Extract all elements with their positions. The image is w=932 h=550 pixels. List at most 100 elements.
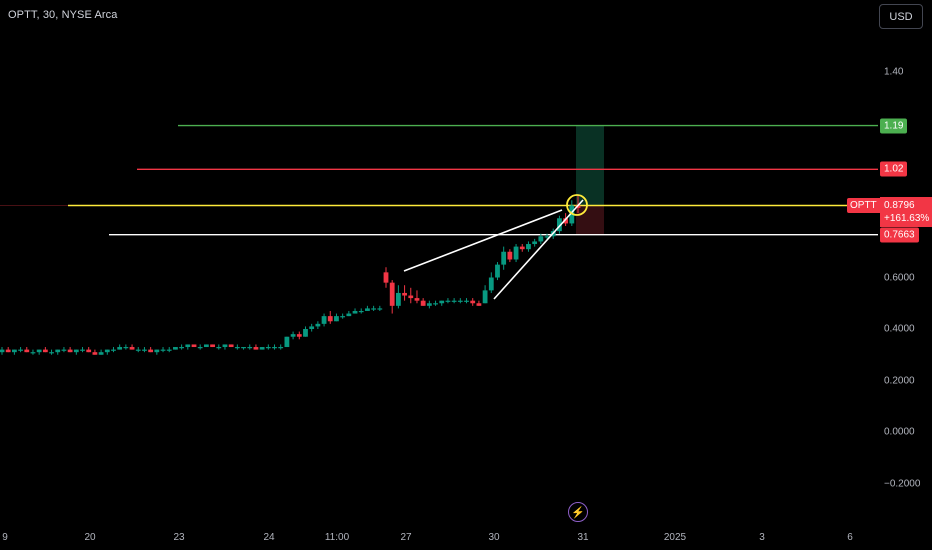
x-tick-label: 6	[847, 532, 853, 543]
candle	[0, 347, 5, 355]
candle-body	[166, 349, 172, 351]
candle	[395, 285, 401, 309]
candle	[222, 344, 228, 350]
candle	[216, 344, 222, 350]
candle-body	[197, 347, 203, 349]
x-tick-label: 27	[400, 532, 412, 543]
candle-body	[309, 326, 315, 329]
candle-body	[49, 352, 54, 354]
candle-body	[371, 308, 377, 310]
y-tick-label: 0.6000	[884, 272, 915, 283]
candle-body	[234, 347, 240, 349]
candle-body	[253, 347, 259, 350]
y-tick-label: 0.2000	[884, 375, 915, 386]
candle-body	[402, 292, 407, 296]
candle-body	[284, 336, 290, 348]
trendline-lower	[493, 199, 584, 300]
candle-body	[160, 349, 166, 351]
candle-body	[117, 347, 123, 350]
candle	[476, 300, 482, 306]
candle-body	[241, 347, 246, 349]
candle-body	[265, 347, 271, 349]
candle-body	[210, 344, 215, 348]
candle	[488, 272, 494, 293]
candle	[135, 347, 141, 353]
candle	[191, 344, 197, 348]
candle	[166, 347, 172, 353]
candle-body	[203, 344, 209, 348]
candle-body	[365, 308, 370, 311]
candle	[92, 349, 98, 355]
candle-body	[507, 251, 513, 260]
candle-body	[173, 347, 178, 350]
candle-body	[154, 349, 160, 353]
candle-body	[247, 347, 253, 349]
candle-body	[327, 316, 333, 322]
candle-body	[532, 241, 538, 245]
lightning-icon[interactable]: ⚡	[568, 502, 588, 522]
candle	[42, 347, 48, 353]
candle-body	[80, 349, 85, 351]
candle-body	[389, 282, 395, 306]
candle-body	[482, 290, 488, 304]
x-tick-label: 23	[173, 532, 185, 543]
candle	[334, 313, 339, 322]
candle	[129, 344, 135, 350]
candle-body	[303, 329, 308, 337]
profit-zone	[576, 125, 604, 206]
candle	[519, 244, 525, 252]
candle	[513, 244, 519, 263]
y-tick-label: 0.4000	[884, 323, 915, 335]
candle	[315, 321, 321, 329]
x-tick-label: 11:00	[324, 532, 350, 543]
currency-button[interactable]: USD	[879, 4, 923, 29]
candle	[55, 349, 61, 355]
candle	[377, 305, 383, 311]
candle-body	[433, 303, 438, 305]
candle-body	[5, 349, 11, 353]
candle	[358, 308, 364, 314]
candle-body	[358, 310, 364, 313]
candle-body	[334, 316, 339, 322]
candle	[526, 241, 531, 252]
candle-body	[278, 347, 284, 349]
candle-body	[142, 349, 147, 351]
candle-body	[185, 344, 191, 348]
candle	[327, 310, 333, 324]
candle-body	[296, 334, 302, 337]
candle-body	[11, 349, 17, 353]
candle	[352, 308, 358, 314]
x-tick-label: 30	[488, 532, 500, 543]
candle-body	[315, 323, 321, 327]
candle-body	[563, 218, 569, 224]
candle-body	[414, 298, 420, 301]
candle	[210, 344, 215, 348]
price-tag-0.7663: 0.7663	[880, 227, 919, 243]
candle-body	[0, 349, 5, 353]
candle	[160, 347, 166, 353]
candle	[30, 349, 36, 355]
candle	[457, 298, 463, 304]
candle	[247, 344, 253, 350]
candle	[501, 246, 507, 270]
candle	[389, 280, 395, 314]
candle	[365, 305, 370, 311]
candle-body	[519, 246, 525, 250]
candle	[179, 344, 185, 350]
candle-body	[395, 292, 401, 306]
highlight-circle	[566, 194, 588, 216]
x-tick-label: 3	[759, 532, 765, 543]
symbol-title: OPTT, 30, NYSE Arca	[8, 9, 118, 21]
candle-body	[352, 310, 358, 314]
candle-body	[98, 352, 104, 355]
candle-body	[377, 308, 383, 310]
candle	[241, 347, 246, 350]
x-tick-label: 2025	[663, 532, 687, 543]
candle-body	[222, 344, 228, 348]
candle-body	[191, 344, 197, 348]
candle-body	[30, 352, 36, 354]
candle	[420, 298, 426, 306]
trendline-upper	[403, 209, 563, 272]
y-tick-label: −0.2000	[884, 478, 921, 489]
